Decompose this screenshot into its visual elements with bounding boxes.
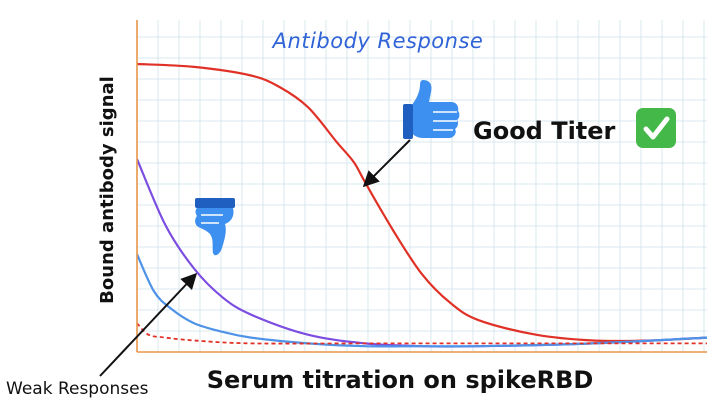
chart-title: Antibody Response (271, 29, 484, 53)
weak-response-arrow (99, 272, 198, 377)
thumbs-up-icon (403, 80, 460, 139)
y-axis-label: Bound antibody signal (97, 76, 118, 304)
good-titer-arrow (362, 139, 411, 188)
data-lines (137, 62, 707, 348)
x-axis-label: Serum titration on spikeRBD (207, 366, 594, 394)
series-line-4 (137, 322, 707, 345)
series-line-2 (137, 158, 707, 348)
weak-responses-label: Weak Responses (6, 379, 149, 399)
good-titer-label: Good Titer (473, 117, 616, 145)
thumbs-down-icon (195, 198, 235, 256)
series-line-1 (137, 62, 707, 343)
check-mark-icon (636, 108, 676, 148)
